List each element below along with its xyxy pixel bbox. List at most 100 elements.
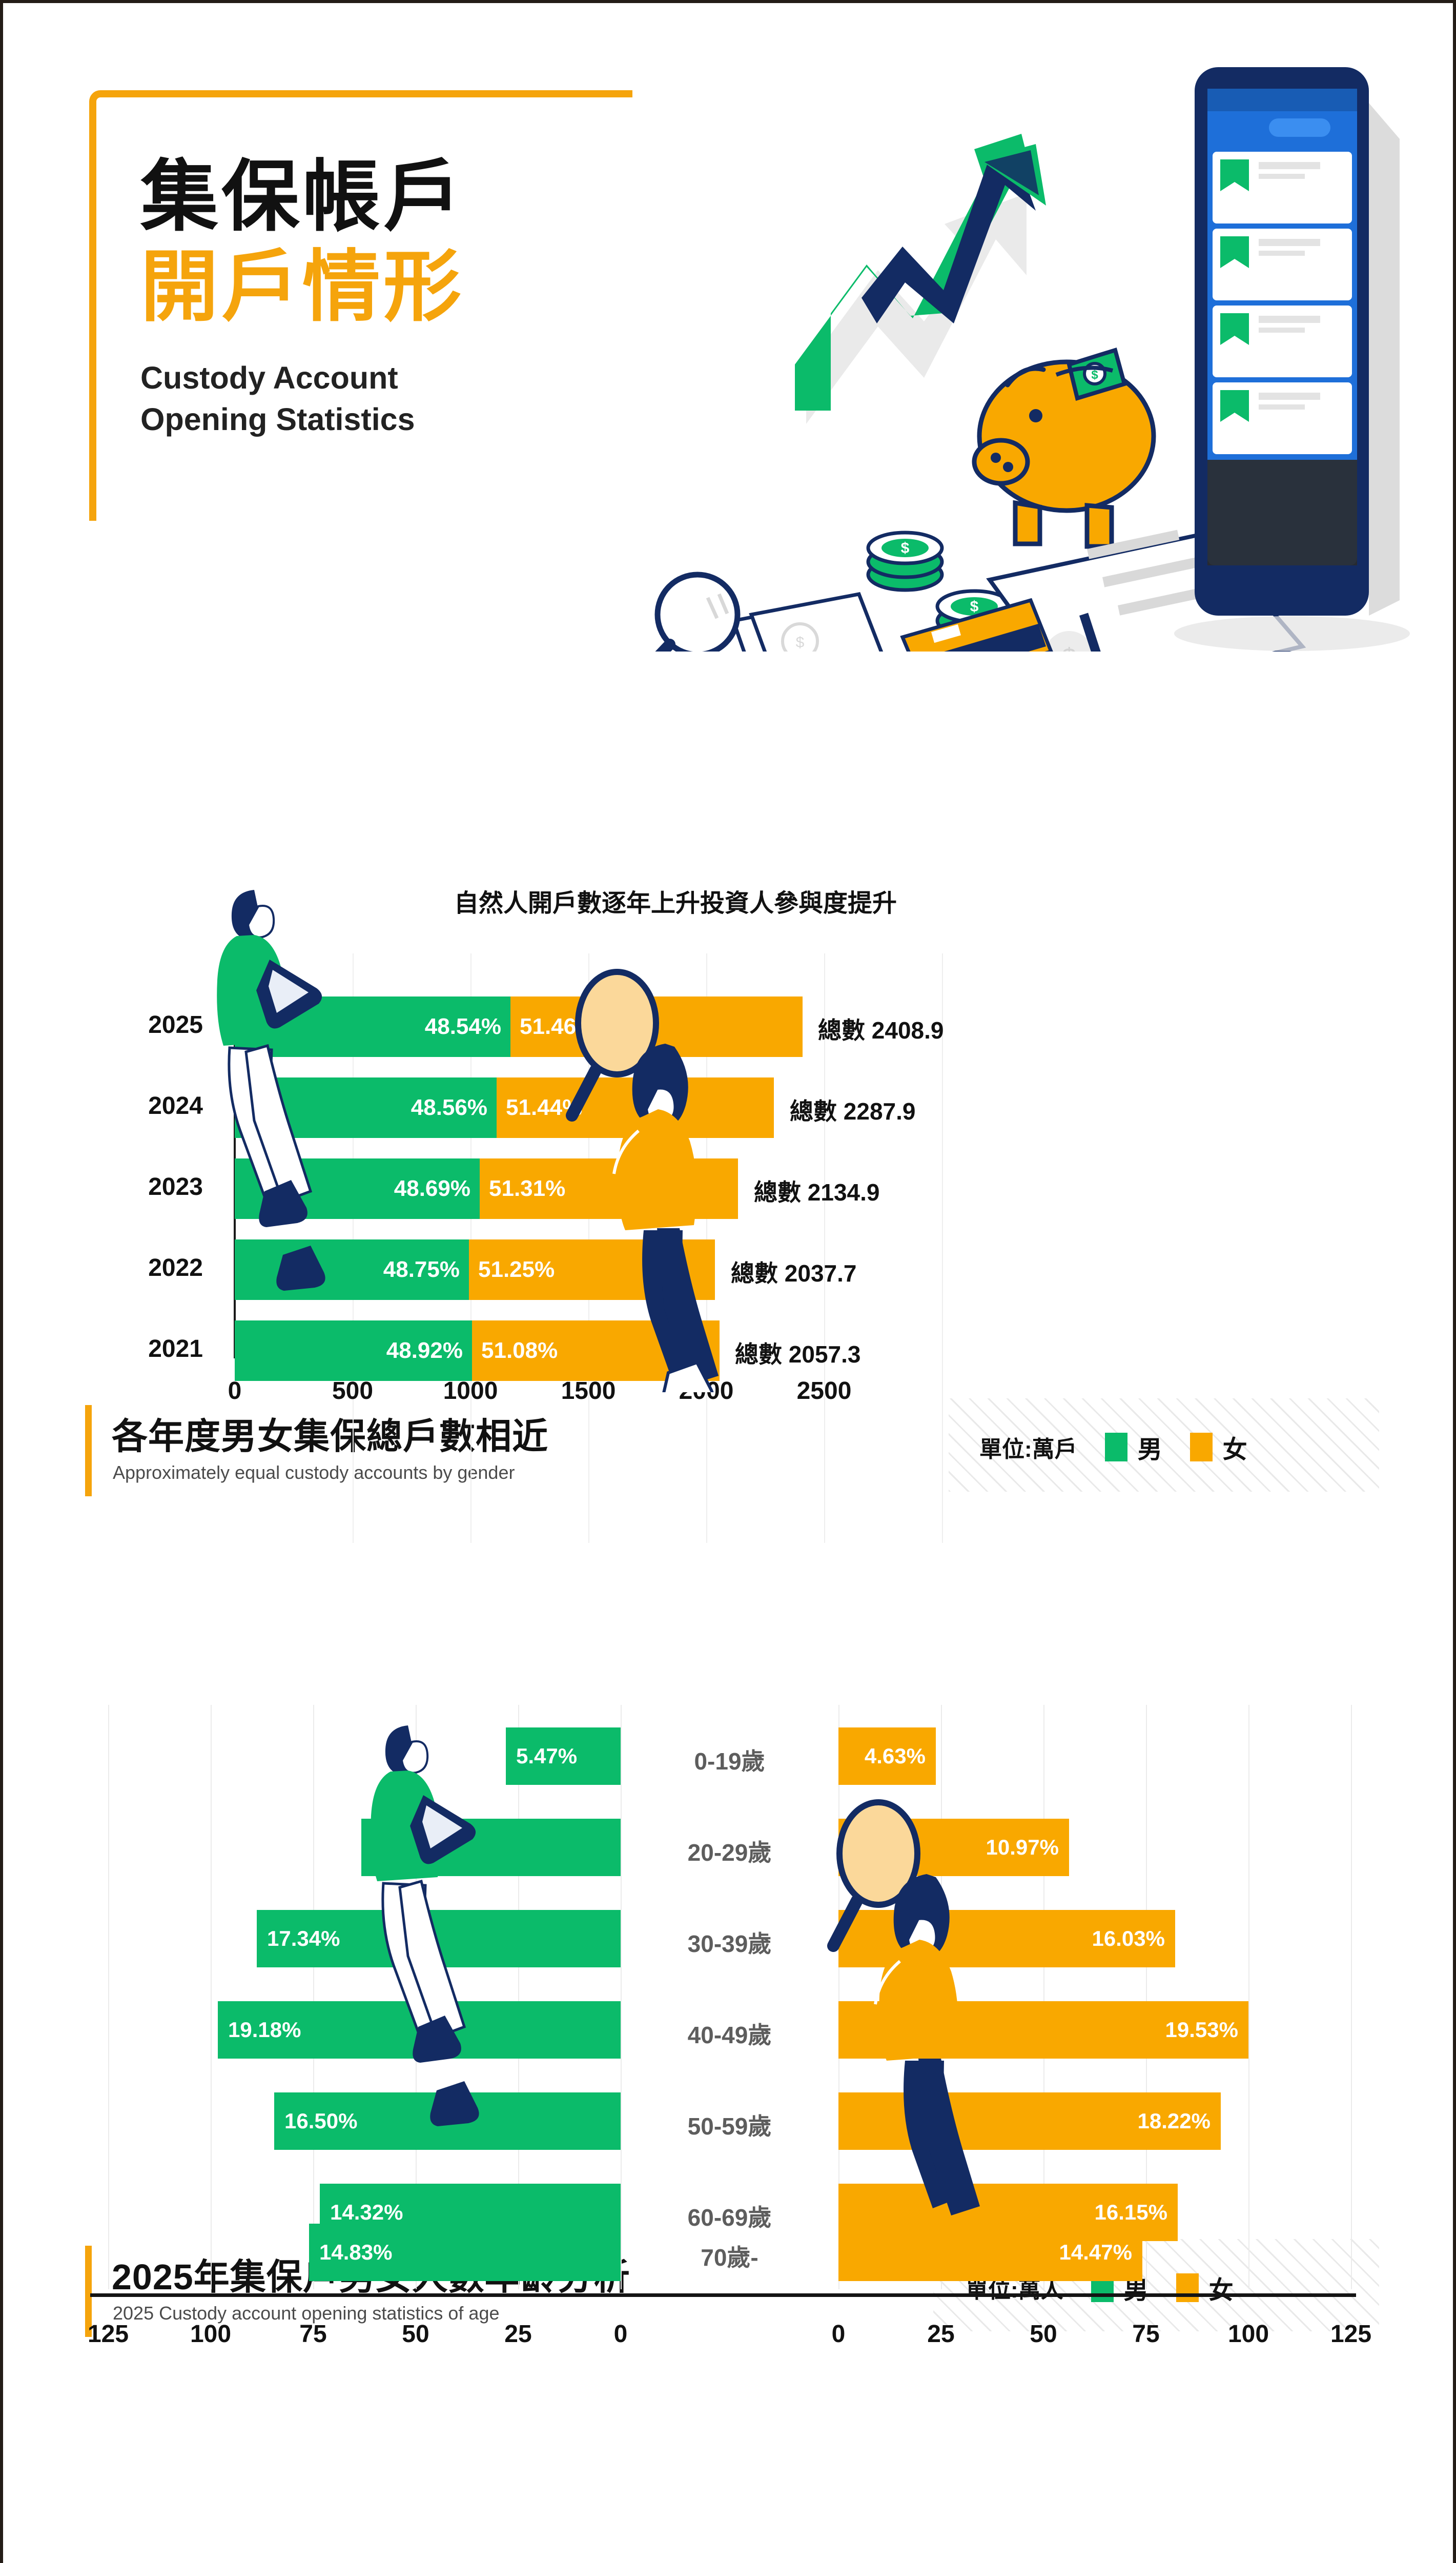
illustration-person-female — [827, 1799, 980, 2215]
chart1-x-tick: 500 — [332, 1377, 374, 1405]
gridline — [1248, 1705, 1249, 2289]
section1-accent-bar — [85, 1405, 92, 1496]
section1-title: 各年度男女集保總戶數相近 — [112, 1416, 548, 1456]
bar-label-female-pct: 51.08% — [481, 1338, 558, 1363]
section1-unit-label: 單位:萬戶 — [979, 1437, 1077, 1462]
section1-hatch-band — [949, 1398, 1379, 1492]
bar-label-female: 14.47% — [1059, 2240, 1132, 2264]
table-row: 18.22% — [838, 2092, 1351, 2150]
hero-title-line1: 集保帳戶 — [140, 153, 464, 240]
hero-subtitle-line2: Opening Statistics — [140, 402, 415, 437]
legend-swatch-male — [1104, 1433, 1127, 1461]
chart2-left-tick: 50 — [402, 2321, 429, 2348]
gridline — [621, 1705, 622, 2289]
gridline — [824, 953, 825, 1543]
chart1-x-tick: 2500 — [796, 1377, 852, 1405]
legend-swatch-female — [1176, 2273, 1199, 2302]
legend-label-male: 男 — [1123, 2277, 1149, 2304]
gridline — [211, 1705, 212, 2289]
bar-female: 4.63% — [838, 1727, 936, 1785]
bar-label-male: 17.34% — [267, 1926, 340, 1950]
bar-label-female-pct: 51.25% — [478, 1257, 555, 1282]
bar-label-female: 16.15% — [1094, 2200, 1167, 2224]
table-row: 14.47% — [838, 2224, 1351, 2281]
chart2-left-tick: 75 — [299, 2321, 327, 2348]
gridline — [108, 1705, 109, 2289]
chart2-right-tick: 0 — [831, 2321, 846, 2348]
chart2-right-tick: 50 — [1030, 2321, 1057, 2348]
age-group-label: 40-49歲 — [687, 2022, 772, 2048]
age-group-label: 0-19歲 — [694, 1748, 765, 1775]
chart2-left-tick: 125 — [87, 2321, 129, 2348]
chart2-right-tick: 25 — [927, 2321, 955, 2348]
bar-label-male-pct: 48.69% — [394, 1176, 470, 1201]
chart2-right-tick: 100 — [1227, 2321, 1269, 2348]
chart2-right-tick: 125 — [1330, 2321, 1372, 2348]
svg-text:$: $ — [1062, 643, 1076, 652]
bar-label-female: 19.53% — [1165, 2018, 1238, 2042]
bar-segment-male: 48.75% — [235, 1239, 469, 1300]
bar-male: 5.47% — [506, 1727, 621, 1785]
hero-section: 集保帳戶 開戶情形 Custody Account Opening Statis… — [3, 3, 1453, 664]
illustration-person-female — [566, 969, 719, 1392]
age-group-label: 60-69歲 — [687, 2204, 772, 2231]
bar-female: 14.47% — [838, 2224, 1142, 2281]
chart1-x-tick: 0 — [228, 1377, 242, 1405]
population-pyramid-chart: 5.47% 0-19歲 4.63% 12.36% 20-29歲 10.97% 1… — [3, 1705, 1453, 2371]
illustration-person-male — [217, 890, 325, 1291]
gridline — [1043, 1705, 1044, 2289]
legend-label-female: 女 — [1208, 2277, 1234, 2304]
chart1-row-total: 總數 2037.7 — [731, 1260, 857, 1287]
bar-label-male-pct: 48.92% — [386, 1338, 463, 1363]
legend-label-female: 女 — [1222, 1436, 1247, 1463]
bar-segment-male: 48.92% — [235, 1320, 472, 1381]
gridline — [518, 1705, 519, 2289]
table-row: 4.63% — [838, 1727, 1351, 1785]
chart1-row-label: 2022 — [148, 1254, 203, 1281]
svg-text:$: $ — [796, 634, 805, 651]
svg-text:$: $ — [970, 598, 979, 615]
gridline — [1351, 1705, 1352, 2289]
bar-label-male: 16.50% — [284, 2109, 358, 2133]
gridline — [1146, 1705, 1147, 2289]
hero-subtitle-line1: Custody Account — [140, 360, 398, 395]
bar-label-male: 19.18% — [228, 2018, 301, 2042]
chart1-row-total: 總數 2287.9 — [790, 1098, 916, 1125]
bar-male: 14.83% — [309, 2224, 621, 2281]
hero-illustration: $ $ $ $ — [654, 67, 1410, 652]
chart1-row-total: 總數 2134.9 — [754, 1179, 880, 1206]
stacked-bar-chart: 自然人開戶數逐年上升投資人參與度提升 2025 48.54% 51.46% 總數… — [3, 869, 1453, 1543]
chart1-x-tick: 1000 — [443, 1377, 498, 1405]
chart1-row-total: 總數 2408.9 — [818, 1017, 944, 1044]
svg-text:$: $ — [1091, 368, 1098, 382]
bar-label-female: 16.03% — [1092, 1926, 1165, 1950]
chart1-row-total: 總數 2057.3 — [735, 1341, 861, 1368]
age-group-label: 50-59歲 — [687, 2113, 772, 2140]
bar-label-female: 10.97% — [986, 1835, 1059, 1859]
chart2-left-tick: 25 — [504, 2321, 532, 2348]
gridline — [838, 1705, 839, 2289]
section1-subtitle: Approximately equal custody accounts by … — [113, 1462, 515, 1483]
section2-subtitle: 2025 Custody account opening statistics … — [113, 2303, 500, 2324]
bar-label-male-pct: 48.56% — [411, 1095, 487, 1120]
age-group-label: 70歲- — [701, 2244, 758, 2271]
hero-accent-frame — [89, 90, 632, 521]
section1-legend: 單位:萬戶 男 女 — [979, 1429, 1247, 1465]
legend-swatch-female — [1190, 1433, 1213, 1461]
chart1-row-label: 2025 — [148, 1011, 203, 1039]
chart2-left-tick: 100 — [190, 2321, 232, 2348]
chart2-right-tick: 75 — [1132, 2321, 1160, 2348]
bar-label-male: 14.83% — [319, 2240, 393, 2264]
section2-unit-label: 單位:萬人 — [966, 2277, 1063, 2303]
chart1-row-label: 2024 — [148, 1092, 203, 1120]
chart1-row-label: 2023 — [148, 1173, 203, 1201]
section2-accent-bar — [85, 2246, 92, 2337]
table-row: 14.83% — [108, 2224, 621, 2281]
chart2-x-axis — [90, 2293, 1356, 2297]
bar-label-female: 4.63% — [864, 1744, 926, 1768]
bar-label-male: 5.47% — [516, 1744, 578, 1768]
bar-label-male-pct: 48.54% — [424, 1014, 501, 1039]
chart1-title: 自然人開戶數逐年上升投資人參與度提升 — [454, 890, 897, 917]
chart1-y-axis — [234, 953, 236, 1358]
chart2-left-tick: 0 — [613, 2321, 628, 2348]
